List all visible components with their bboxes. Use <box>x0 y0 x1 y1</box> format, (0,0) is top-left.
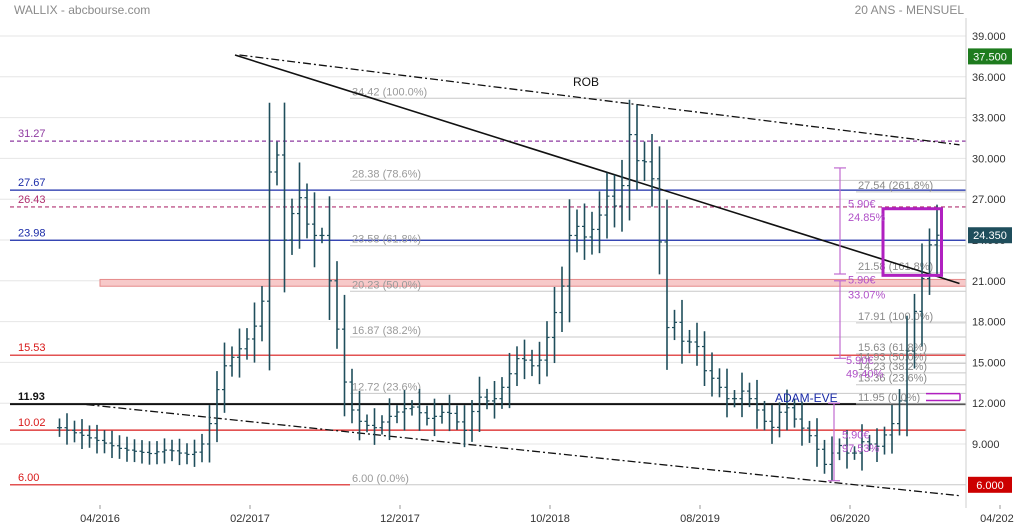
y-tick-label: 18.000 <box>972 317 1006 329</box>
y-axis: 39.00036.00033.00030.00027.00024.00021.0… <box>965 18 1006 508</box>
x-tick-label: 02/2017 <box>230 513 270 525</box>
measure-label: 5.90€ <box>848 275 876 287</box>
highlight-box <box>881 207 943 277</box>
high-price-badge-text: 37.500 <box>973 51 1007 63</box>
measure-annotations: 5.90€24.85%5.90€33.07%5.90€49.40%5.90€97… <box>828 167 961 482</box>
fibo-label: 27.54 (261.8%) <box>858 180 933 192</box>
annotation-adam-eve: ADAM-EVE <box>775 391 838 405</box>
high-price-badge <box>968 48 1012 65</box>
y-tick-label: 9.000 <box>972 439 1000 451</box>
measure-label: 5.90€ <box>846 355 874 367</box>
level-label: 26.43 <box>18 194 46 206</box>
x-tick-label: 08/2019 <box>680 513 720 525</box>
fibo-label: 11.95 (0.0%) <box>858 392 920 404</box>
measure-label: 24.85% <box>848 212 886 224</box>
fibonacci-levels: 34.42 (100.0%) 28.38 (78.6%) 23.58 (61.8%)… <box>350 86 966 486</box>
fibo-label: 12.72 (23.6%) <box>352 381 421 393</box>
level-label: 11.93 <box>18 391 45 403</box>
trendline <box>239 54 960 146</box>
fibo-label: 34.42 (100.0%) <box>352 86 427 98</box>
level-label: 23.98 <box>18 227 46 239</box>
annotation-rob: ROB <box>573 75 599 89</box>
level-label: 27.67 <box>18 177 46 189</box>
fibo-label: 14.93 (50.0%) <box>858 351 927 363</box>
fibo-label: 6.00 (0.0%) <box>352 473 409 485</box>
low-price-badge <box>968 476 1012 493</box>
level-label: 10.02 <box>18 417 46 429</box>
measure-label: 97.53% <box>842 443 880 455</box>
y-tick-label: 39.000 <box>972 31 1006 43</box>
y-tick-label: 33.000 <box>972 113 1006 125</box>
fibo-label: 28.38 (78.6%) <box>352 168 421 180</box>
x-tick-label: 10/2018 <box>530 513 570 525</box>
x-tick-label: 04/2021 <box>980 513 1014 525</box>
last-price-badge <box>968 227 1012 244</box>
chart-title: WALLIX - abcbourse.com <box>14 3 151 17</box>
fibo-label: 15.63 (61.8%) <box>858 342 927 354</box>
low-price-badge-text: 6.000 <box>976 480 1004 492</box>
level-label: 31.27 <box>18 128 46 140</box>
level-label: 6.00 <box>18 472 39 484</box>
level-label: 15.53 <box>18 342 46 354</box>
y-tick-label: 36.000 <box>972 72 1006 84</box>
last-price-badge-text: 24.350 <box>973 230 1007 242</box>
trendline <box>234 54 960 285</box>
y-tick-label: 27.000 <box>972 194 1006 206</box>
trendline <box>86 403 960 497</box>
y-tick-label: 30.000 <box>972 153 1006 165</box>
text-annotations: ROB ADAM-EVE <box>573 75 838 405</box>
x-tick-label: 12/2017 <box>380 513 420 525</box>
x-tick-label: 04/2016 <box>80 513 120 525</box>
measure-label: 5.90€ <box>848 198 876 210</box>
fibo-label: 20.23 (50.0%) <box>352 279 421 291</box>
x-axis: 04/2016 02/2017 12/2017 10/2018 08/2019 06/20… <box>80 505 1014 525</box>
fibo-label: 14.23 (38.2%) <box>858 361 927 373</box>
fibo-label: 16.87 (38.2%) <box>352 325 421 337</box>
ohlc-bars <box>57 99 940 482</box>
y-tick-label: 15.000 <box>972 357 1006 369</box>
horizontal-levels: 31.27 27.67 26.43 23.98 15.53 11.93 10.02 6.00 <box>10 128 966 486</box>
chart-period: 20 ANS - MENSUEL <box>854 3 964 17</box>
price-badges: 37.500 24.350 6.000 <box>968 48 1012 493</box>
fibo-label: 13.36 (23.6%) <box>858 373 927 385</box>
fibo-label: 23.58 (61.8%) <box>352 234 421 246</box>
trendlines <box>86 54 960 497</box>
x-tick-label: 06/2020 <box>830 513 870 525</box>
y-tick-label: 12.000 <box>972 398 1006 410</box>
y-tick-label: 21.000 <box>972 276 1006 288</box>
measure-label: 49.40% <box>846 368 884 380</box>
measure-label: 5.90€ <box>842 430 870 442</box>
measure-label: 33.07% <box>848 289 886 301</box>
